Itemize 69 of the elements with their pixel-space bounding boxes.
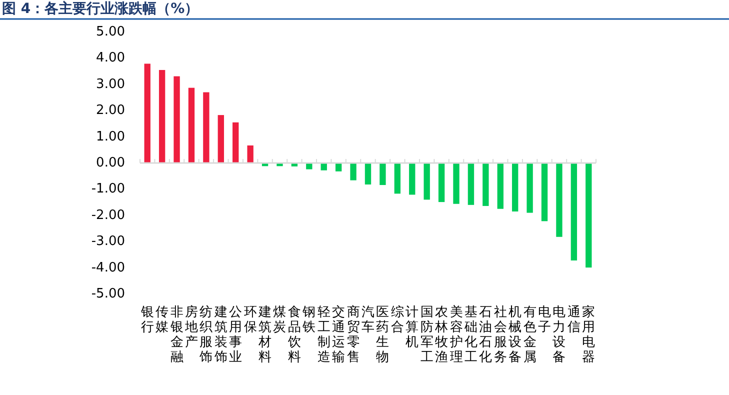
- x-tick-label: 综合: [390, 305, 404, 335]
- x-tick-label: 国防军工: [420, 305, 434, 365]
- y-tick-label: 5.00: [96, 24, 125, 40]
- bar: [512, 163, 518, 212]
- x-tick-label: 环保: [244, 305, 257, 335]
- bar: [468, 163, 474, 205]
- x-tick-label: 电子: [538, 305, 552, 335]
- bar: [438, 163, 445, 202]
- bar: [541, 163, 548, 222]
- bar: [586, 163, 592, 268]
- bar: [380, 163, 386, 186]
- y-tick-label: 4.00: [96, 50, 125, 66]
- x-tick-label: 机械设备: [508, 305, 522, 365]
- bar: [570, 163, 578, 260]
- bar: [424, 163, 430, 200]
- x-tick-label: 基础化工: [463, 305, 478, 365]
- x-tick-label: 银行: [140, 305, 154, 335]
- bar: [306, 163, 312, 170]
- chart-title: 图 4：各主要行业涨跌幅（%）: [2, 0, 199, 17]
- x-tick-label: 石油石化: [479, 305, 492, 365]
- x-tick-label: 电力设备: [552, 305, 566, 365]
- x-tick-label: 通信: [567, 305, 580, 335]
- y-tick-label: 1.00: [96, 129, 125, 144]
- bar: [394, 163, 401, 194]
- bar: [203, 92, 210, 163]
- bar: [232, 122, 239, 163]
- x-tick-label: 医药生物: [376, 305, 390, 365]
- y-tick-label: -1.00: [91, 182, 125, 197]
- bar: [409, 163, 416, 195]
- x-tick-label: 计算机: [406, 305, 419, 350]
- y-tick-label: 2.00: [96, 103, 125, 118]
- x-tick-label: 食品饮料: [286, 305, 301, 365]
- bar: [247, 145, 254, 163]
- bar: [350, 163, 356, 180]
- x-tick-label: 建筑装饰: [213, 305, 228, 365]
- x-tick-label: 商贸零售: [346, 305, 360, 365]
- x-tick-label: 有色金属: [523, 305, 536, 365]
- x-tick-label: 煤炭: [273, 305, 286, 335]
- x-tick-label: 家用电器: [582, 304, 596, 365]
- x-tick-label: 房地产: [184, 304, 198, 350]
- bar: [526, 163, 533, 213]
- bar: [364, 163, 372, 184]
- x-tick-label: 建筑材料: [258, 305, 272, 365]
- bar: [497, 163, 504, 209]
- x-tick-label: 公用事业: [229, 305, 242, 365]
- bar: [144, 64, 150, 163]
- bar: [453, 163, 460, 204]
- x-tick-label: 纺织服饰: [198, 305, 213, 365]
- x-tick-label: 非银金融: [169, 305, 184, 365]
- x-tick-label: 农林牧渔: [434, 305, 448, 365]
- x-tick-label: 交通运输: [332, 304, 346, 365]
- bar: [482, 163, 489, 206]
- bar: [556, 163, 562, 237]
- x-tick-label: 汽车: [362, 305, 374, 335]
- bar: [158, 70, 166, 163]
- x-tick-label: 轻工制造: [317, 305, 330, 365]
- y-tick-label: -5.00: [91, 286, 125, 302]
- y-tick-label: 3.00: [96, 76, 125, 92]
- y-tick-label: 0.00: [96, 156, 125, 170]
- y-tick-label: -2.00: [91, 208, 125, 223]
- bar: [218, 115, 224, 163]
- bar: [188, 88, 195, 163]
- x-tick-label: 钢铁: [302, 305, 316, 335]
- y-tick-label: -4.00: [91, 260, 125, 276]
- x-tick-label: 社会服务: [494, 305, 507, 365]
- bar: [174, 76, 180, 163]
- y-tick-label: -3.00: [91, 234, 125, 250]
- x-tick-label: 美容护理: [448, 304, 463, 365]
- x-tick-label: 传媒: [156, 305, 169, 335]
